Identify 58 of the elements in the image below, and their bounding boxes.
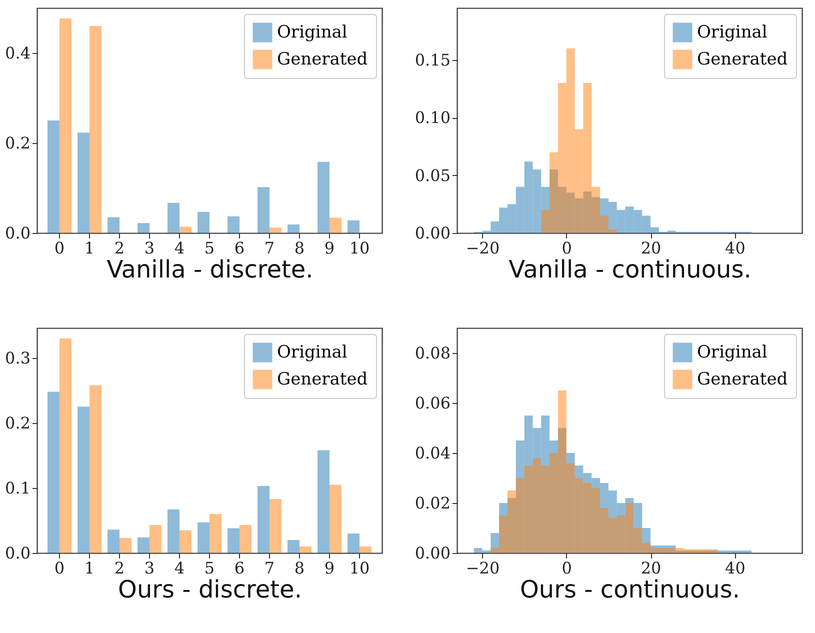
x-tick-label: 6 [234, 558, 245, 578]
x-tick-label: 20 [640, 238, 662, 258]
legend-label: Original [697, 22, 768, 42]
y-tick-label: 0.1 [5, 478, 30, 498]
x-tick-label: 9 [324, 558, 335, 578]
x-tick-label: 0 [54, 558, 65, 578]
y-tick-label: 0.00 [414, 544, 450, 562]
y-tick-label: 0.08 [414, 344, 450, 362]
x-tick-label: 20 [640, 558, 662, 578]
x-axis-title: Ours - continuous. [520, 576, 740, 604]
x-tick-label: 1 [84, 238, 95, 258]
x-tick-label: −20 [466, 238, 500, 258]
x-tick-label: 4 [174, 238, 185, 258]
x-tick-label: 8 [294, 238, 305, 258]
legend-label: Original [277, 342, 348, 362]
x-tick-label: 10 [349, 558, 370, 578]
y-tick-label: 0.2 [5, 413, 30, 432]
y-tick-label: 0.15 [414, 50, 450, 70]
legend-label: Generated [277, 370, 368, 390]
x-tick-label: 7 [264, 238, 275, 258]
y-tick-label: 0.2 [5, 134, 30, 152]
x-tick-label: 0 [54, 238, 65, 258]
y-tick-label: 0.06 [414, 394, 450, 412]
x-tick-label: 0 [562, 238, 572, 258]
x-tick-label: 40 [725, 558, 746, 578]
x-tick-label: −20 [466, 558, 500, 578]
y-tick-label: 0.10 [414, 108, 450, 128]
x-axis-title: Vanilla - continuous. [508, 256, 752, 284]
x-axis-title: Vanilla - discrete. [106, 256, 314, 284]
x-tick-label: 4 [174, 558, 185, 578]
x-tick-label: 0 [562, 558, 572, 578]
x-axis-title: Ours - discrete. [118, 576, 302, 604]
x-tick-label: 7 [264, 558, 275, 578]
x-tick-label: 10 [349, 238, 370, 258]
x-tick-label: 9 [324, 238, 335, 258]
x-tick-label: 3 [144, 238, 155, 258]
y-tick-label: 0.05 [414, 166, 450, 185]
legend-label: Generated [697, 370, 788, 390]
y-tick-label: 0.02 [414, 494, 450, 512]
x-tick-label: 6 [234, 238, 245, 258]
x-tick-label: 2 [114, 238, 125, 258]
legend-label: Original [277, 22, 348, 42]
x-tick-label: 5 [204, 238, 215, 258]
legend-label: Original [697, 342, 768, 362]
x-tick-label: 8 [294, 558, 305, 578]
x-tick-label: 3 [144, 558, 155, 578]
y-tick-label: 0.4 [5, 44, 30, 62]
y-tick-label: 0.0 [5, 224, 30, 242]
y-tick-label: 0.00 [414, 224, 450, 242]
x-tick-label: 1 [84, 558, 95, 578]
y-tick-label: 0.0 [5, 544, 30, 562]
y-tick-label: 0.04 [414, 444, 450, 462]
x-tick-label: 5 [204, 558, 215, 578]
y-tick-label: 0.3 [5, 348, 30, 368]
x-tick-label: 2 [114, 558, 125, 578]
legend-label: Generated [277, 50, 368, 70]
legend-label: Generated [697, 50, 788, 70]
x-tick-label: 40 [725, 238, 746, 258]
